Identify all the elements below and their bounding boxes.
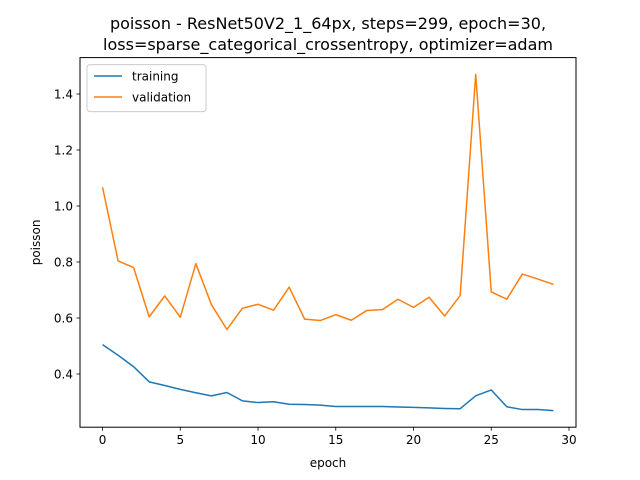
x-tick-label: 30: [561, 433, 576, 447]
y-axis-label: poisson: [29, 220, 43, 266]
x-tick-label: 15: [328, 433, 343, 447]
axes-frame: [79, 57, 577, 428]
y-tick-label: 0.4: [54, 367, 73, 381]
x-tick-label: 10: [250, 433, 265, 447]
x-tick-label: 20: [406, 433, 421, 447]
x-tick-label: 5: [176, 433, 184, 447]
series-line-validation: [101, 73, 554, 331]
legend: training validation: [86, 64, 207, 113]
legend-label-training: training: [132, 70, 179, 84]
y-tick-label: 1.4: [54, 87, 73, 101]
plot-area: [101, 73, 554, 412]
legend-label-validation: validation: [132, 91, 191, 105]
x-axis-label: epoch: [310, 456, 347, 470]
x-tick-label: 0: [99, 433, 107, 447]
y-tick-label: 1.0: [54, 199, 73, 213]
chart-title-line-1: poisson - ResNet50V2_1_64px, steps=299, …: [110, 14, 546, 34]
y-tick-label: 0.8: [54, 255, 73, 269]
series-line-training: [102, 343, 554, 412]
y-tick-label: 1.2: [54, 143, 73, 157]
y-axis: 0.4 0.6 0.8 1.0 1.2 1.4: [54, 87, 80, 381]
chart-title-line-2: loss=sparse_categorical_crossentropy, op…: [103, 35, 553, 55]
x-tick-label: 25: [484, 433, 499, 447]
y-tick-label: 0.6: [54, 311, 73, 325]
x-axis: 0 5 10 15 20 25 30: [99, 427, 577, 447]
